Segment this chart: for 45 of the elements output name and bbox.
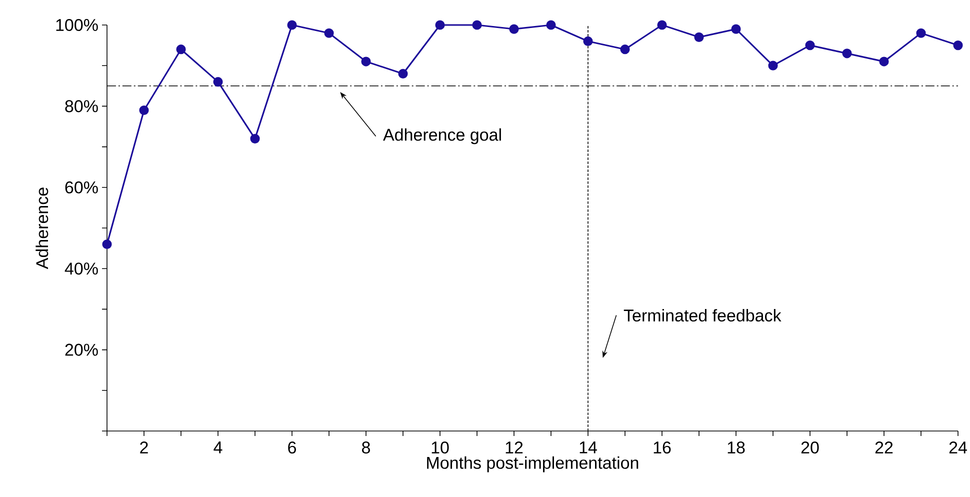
point (361, 56, 371, 66)
y-tick-label: 80% (65, 100, 98, 112)
x-tick-label: 6 (288, 442, 296, 454)
point (805, 40, 815, 50)
point (916, 28, 926, 38)
point (583, 36, 593, 46)
annotation: Adherence goal (383, 128, 501, 144)
point (287, 20, 297, 30)
point (879, 56, 889, 66)
x-tick-label: 2 (140, 442, 148, 454)
point (472, 20, 482, 30)
point (139, 105, 149, 116)
x-tick-label: 8 (362, 442, 370, 454)
x-tick-label: 12 (506, 442, 523, 454)
point (768, 60, 778, 70)
point (176, 44, 186, 54)
point (842, 48, 852, 58)
x-tick-label: 16 (654, 442, 671, 454)
x-tick-label: 14 (580, 442, 597, 454)
point (324, 28, 334, 38)
point (953, 40, 963, 50)
point (546, 20, 556, 30)
x-axis-title: Months post-implementation (427, 456, 638, 472)
point (694, 32, 704, 42)
point (657, 20, 667, 30)
y-axis-title: Adherence (36, 188, 48, 270)
point (731, 24, 741, 34)
y-tick-label: 40% (64, 262, 98, 275)
y-tick-label: 20% (65, 344, 98, 356)
x-tick-label: 22 (875, 442, 893, 454)
point (509, 24, 519, 34)
x-tick-label: 10 (432, 442, 449, 454)
annotation: Terminated feedback (624, 309, 782, 322)
point (250, 134, 260, 144)
x-tick-label: 24 (949, 442, 967, 454)
y-tick-label: 60% (65, 181, 98, 194)
point (620, 44, 630, 54)
point (102, 239, 112, 250)
point (213, 77, 223, 87)
x-tick-label: 18 (728, 442, 745, 454)
y-tick-label: 100% (56, 18, 98, 32)
point (398, 68, 408, 79)
x-tick-label: 4 (214, 442, 222, 454)
point (435, 20, 445, 30)
x-tick-label: 20 (801, 442, 819, 454)
